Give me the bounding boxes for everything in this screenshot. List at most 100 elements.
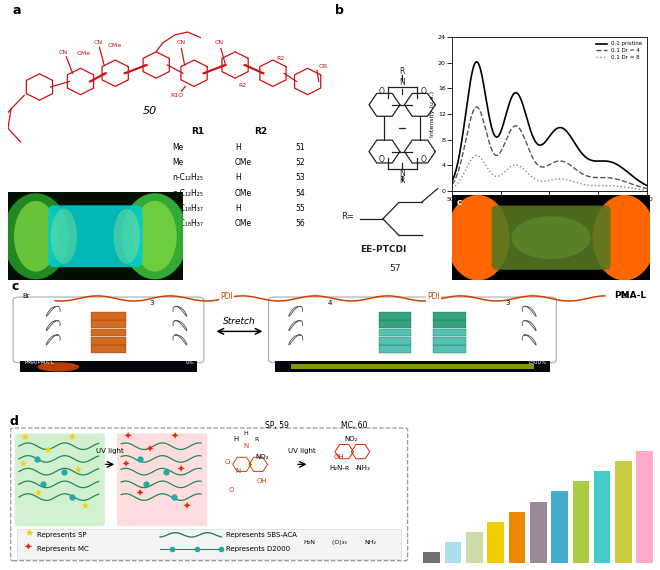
Text: O: O bbox=[225, 459, 230, 465]
Bar bbox=[551, 491, 568, 563]
FancyBboxPatch shape bbox=[0, 283, 660, 417]
Text: N: N bbox=[399, 169, 405, 178]
Text: R1O: R1O bbox=[170, 92, 183, 97]
Bar bbox=[487, 522, 504, 563]
Text: 1500%: 1500% bbox=[527, 360, 546, 365]
Legend: 0.1 pristine, 0.1 Dr = 4, 0.1 Dr = 8: 0.1 pristine, 0.1 Dr = 4, 0.1 Dr = 8 bbox=[594, 40, 644, 62]
0.1 Dr = 4 bbox=[608, 175, 616, 182]
Text: H₂N-: H₂N- bbox=[330, 465, 346, 471]
Text: R1: R1 bbox=[191, 127, 204, 136]
Bar bbox=[17, 529, 401, 559]
Bar bbox=[594, 471, 610, 563]
Ellipse shape bbox=[593, 195, 656, 280]
Text: n-C₁₈H₃₇: n-C₁₈H₃₇ bbox=[172, 203, 203, 213]
Text: 0%: 0% bbox=[185, 360, 194, 365]
Text: Represents SBS-ACA: Represents SBS-ACA bbox=[226, 532, 296, 538]
Text: EE-PTCDI: EE-PTCDI bbox=[360, 245, 407, 254]
0.1 Dr = 8 bbox=[643, 186, 651, 193]
FancyBboxPatch shape bbox=[492, 206, 610, 270]
FancyBboxPatch shape bbox=[15, 433, 105, 526]
Text: Represents MC: Represents MC bbox=[37, 547, 89, 552]
Text: ✦: ✦ bbox=[121, 459, 129, 469]
Text: 54: 54 bbox=[295, 189, 305, 197]
Text: Br: Br bbox=[621, 294, 629, 299]
Text: d: d bbox=[10, 416, 18, 428]
Text: OMe: OMe bbox=[108, 43, 122, 48]
Ellipse shape bbox=[512, 216, 591, 259]
Y-axis label: Intensity (u.a.): Intensity (u.a.) bbox=[430, 91, 435, 137]
Text: CN: CN bbox=[59, 50, 68, 55]
0.1 Dr = 8 bbox=[608, 182, 616, 189]
Text: H: H bbox=[233, 435, 238, 442]
0.1 pristine bbox=[448, 178, 456, 185]
Text: 3: 3 bbox=[506, 300, 510, 306]
Bar bbox=[445, 542, 461, 563]
Text: OMe: OMe bbox=[77, 51, 91, 56]
Text: 3: 3 bbox=[150, 300, 154, 306]
Text: ✦: ✦ bbox=[176, 465, 185, 475]
Bar bbox=[90, 312, 126, 320]
Text: ★: ★ bbox=[20, 432, 30, 442]
Ellipse shape bbox=[3, 193, 69, 279]
Text: O: O bbox=[229, 487, 234, 492]
Text: ✦: ✦ bbox=[123, 432, 131, 442]
Text: 180%: 180% bbox=[614, 455, 632, 459]
Ellipse shape bbox=[114, 209, 140, 264]
Text: 1%: 1% bbox=[426, 546, 437, 551]
0.1 Dr = 4 bbox=[542, 163, 550, 170]
Bar bbox=[379, 312, 411, 320]
Text: N: N bbox=[235, 469, 240, 474]
Text: 57: 57 bbox=[389, 264, 401, 273]
Text: PMA-L: PMA-L bbox=[614, 291, 647, 300]
FancyBboxPatch shape bbox=[13, 297, 204, 363]
Text: 200%: 200% bbox=[636, 445, 654, 449]
Text: OMe: OMe bbox=[235, 219, 252, 228]
Bar bbox=[530, 502, 546, 563]
Bar bbox=[379, 345, 411, 353]
Text: R2: R2 bbox=[238, 83, 246, 88]
Text: O: O bbox=[378, 155, 384, 164]
Text: R=: R= bbox=[341, 212, 354, 221]
FancyBboxPatch shape bbox=[117, 433, 207, 526]
Bar bbox=[291, 364, 534, 369]
Text: ★: ★ bbox=[68, 432, 77, 442]
Bar bbox=[90, 345, 126, 353]
Text: 80%: 80% bbox=[510, 506, 524, 511]
Text: NO₂: NO₂ bbox=[255, 454, 269, 460]
Text: Represents D2000: Represents D2000 bbox=[226, 547, 290, 552]
Bar bbox=[379, 337, 411, 344]
Text: Me: Me bbox=[172, 143, 183, 152]
Text: ✦: ✦ bbox=[146, 445, 154, 455]
Text: R: R bbox=[345, 466, 348, 471]
Bar bbox=[434, 329, 466, 336]
Text: N: N bbox=[244, 443, 249, 449]
0.1 pristine bbox=[643, 182, 651, 189]
0.1 pristine bbox=[564, 130, 572, 137]
Text: ✦: ✦ bbox=[135, 488, 144, 498]
Text: OMe: OMe bbox=[235, 189, 252, 197]
Text: OMe: OMe bbox=[235, 158, 252, 167]
Text: H₂N: H₂N bbox=[304, 540, 315, 545]
Text: O: O bbox=[378, 87, 384, 96]
Text: 40%: 40% bbox=[467, 526, 481, 531]
Ellipse shape bbox=[133, 201, 177, 272]
Text: ★: ★ bbox=[74, 465, 82, 475]
Line: 0.1 pristine: 0.1 pristine bbox=[452, 62, 647, 185]
X-axis label: wavelength (nm): wavelength (nm) bbox=[523, 205, 576, 210]
Ellipse shape bbox=[51, 209, 77, 264]
FancyBboxPatch shape bbox=[11, 428, 408, 561]
Bar bbox=[424, 552, 440, 563]
Bar bbox=[466, 532, 482, 563]
0.1 Dr = 8 bbox=[473, 152, 480, 159]
FancyBboxPatch shape bbox=[48, 205, 143, 267]
Text: CN: CN bbox=[214, 40, 224, 46]
Text: a: a bbox=[13, 4, 21, 17]
Text: Br: Br bbox=[22, 294, 30, 299]
Text: n-C₁₂H₂₅: n-C₁₂H₂₅ bbox=[172, 189, 203, 197]
Text: OR1: OR1 bbox=[319, 64, 332, 69]
Text: 55: 55 bbox=[295, 203, 305, 213]
Ellipse shape bbox=[121, 193, 188, 279]
Text: 52: 52 bbox=[295, 158, 305, 167]
Text: 160%: 160% bbox=[593, 465, 611, 470]
0.1 Dr = 4 bbox=[448, 181, 456, 188]
